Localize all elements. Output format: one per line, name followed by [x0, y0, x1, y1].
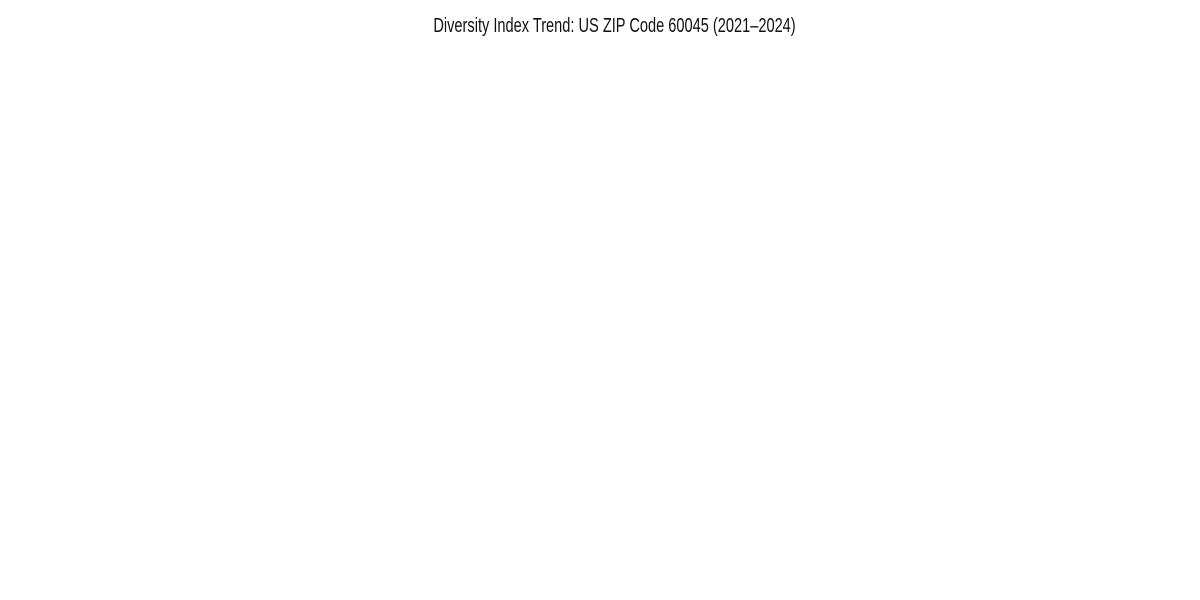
chart-title-group: Diversity Index Trend: US ZIP Code 60045…	[433, 14, 795, 37]
chart-title: Diversity Index Trend: US ZIP Code 60045…	[433, 14, 795, 37]
